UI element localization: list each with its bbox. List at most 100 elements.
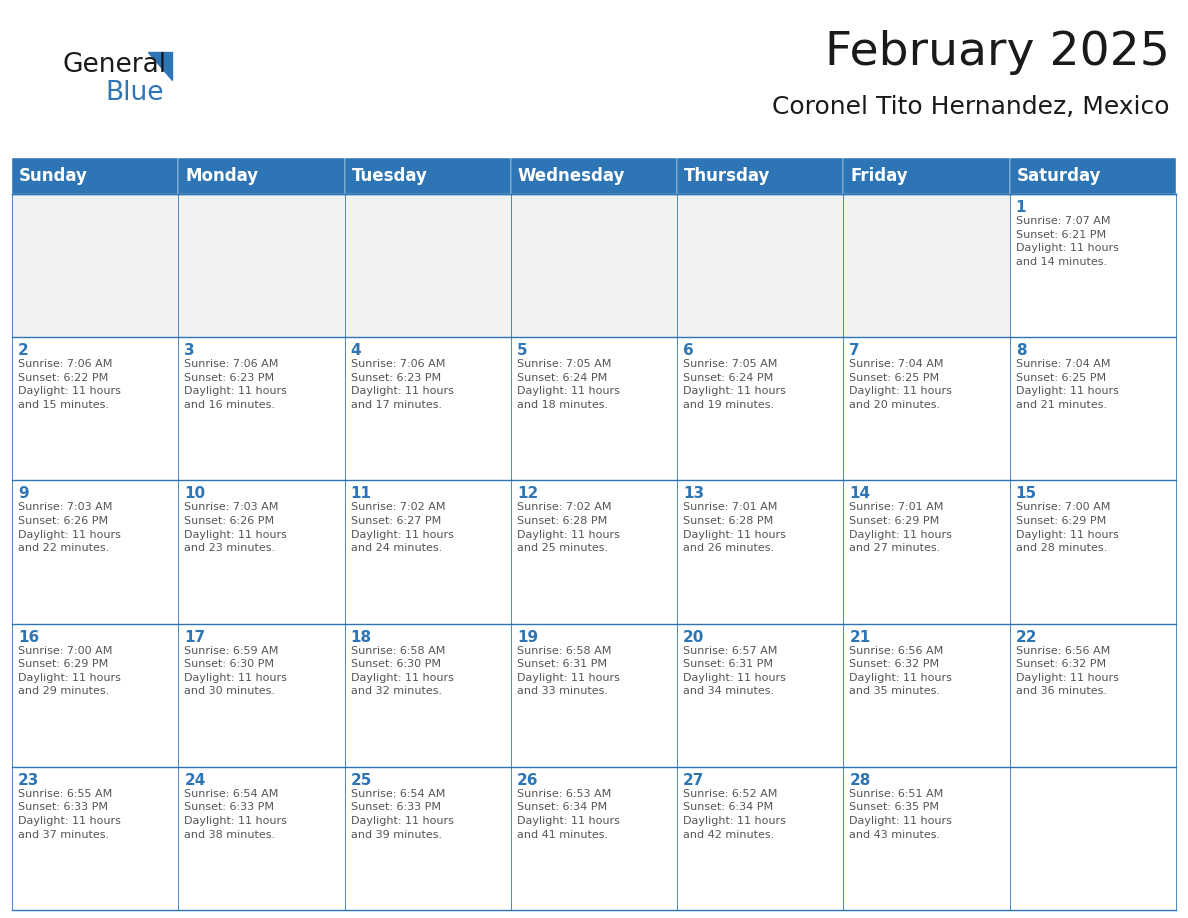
Bar: [178, 623, 345, 767]
Text: 8: 8: [1016, 343, 1026, 358]
Text: Sunrise: 6:56 AM
Sunset: 6:32 PM
Daylight: 11 hours
and 35 minutes.: Sunrise: 6:56 AM Sunset: 6:32 PM Dayligh…: [849, 645, 953, 697]
Text: Sunrise: 7:04 AM
Sunset: 6:25 PM
Daylight: 11 hours
and 21 minutes.: Sunrise: 7:04 AM Sunset: 6:25 PM Dayligh…: [1016, 359, 1119, 410]
Text: Friday: Friday: [851, 167, 908, 185]
Text: Sunrise: 7:00 AM
Sunset: 6:29 PM
Daylight: 11 hours
and 28 minutes.: Sunrise: 7:00 AM Sunset: 6:29 PM Dayligh…: [1016, 502, 1119, 554]
Bar: [843, 767, 1010, 910]
Bar: [511, 158, 677, 194]
Text: 12: 12: [517, 487, 538, 501]
Bar: [677, 767, 843, 910]
Text: Sunday: Sunday: [19, 167, 88, 185]
Bar: [1010, 480, 1176, 623]
Bar: [1010, 337, 1176, 480]
Bar: [511, 480, 677, 623]
Text: 9: 9: [18, 487, 29, 501]
Text: Sunrise: 7:03 AM
Sunset: 6:26 PM
Daylight: 11 hours
and 23 minutes.: Sunrise: 7:03 AM Sunset: 6:26 PM Dayligh…: [184, 502, 287, 554]
Bar: [178, 158, 345, 194]
Text: 23: 23: [18, 773, 39, 788]
Bar: [12, 158, 178, 194]
Text: Monday: Monday: [185, 167, 259, 185]
Bar: [511, 623, 677, 767]
Text: 21: 21: [849, 630, 871, 644]
Text: Sunrise: 6:54 AM
Sunset: 6:33 PM
Daylight: 11 hours
and 39 minutes.: Sunrise: 6:54 AM Sunset: 6:33 PM Dayligh…: [350, 789, 454, 840]
Bar: [677, 158, 843, 194]
Text: 11: 11: [350, 487, 372, 501]
Text: 7: 7: [849, 343, 860, 358]
Text: Sunrise: 7:06 AM
Sunset: 6:23 PM
Daylight: 11 hours
and 16 minutes.: Sunrise: 7:06 AM Sunset: 6:23 PM Dayligh…: [184, 359, 287, 410]
Bar: [12, 337, 178, 480]
Text: Sunrise: 7:07 AM
Sunset: 6:21 PM
Daylight: 11 hours
and 14 minutes.: Sunrise: 7:07 AM Sunset: 6:21 PM Dayligh…: [1016, 216, 1119, 267]
Text: 27: 27: [683, 773, 704, 788]
Text: Thursday: Thursday: [684, 167, 771, 185]
Text: 22: 22: [1016, 630, 1037, 644]
Text: Sunrise: 7:01 AM
Sunset: 6:29 PM
Daylight: 11 hours
and 27 minutes.: Sunrise: 7:01 AM Sunset: 6:29 PM Dayligh…: [849, 502, 953, 554]
Bar: [178, 480, 345, 623]
Text: 28: 28: [849, 773, 871, 788]
Text: Sunrise: 7:04 AM
Sunset: 6:25 PM
Daylight: 11 hours
and 20 minutes.: Sunrise: 7:04 AM Sunset: 6:25 PM Dayligh…: [849, 359, 953, 410]
Bar: [12, 767, 178, 910]
Bar: [677, 480, 843, 623]
Text: Sunrise: 7:06 AM
Sunset: 6:23 PM
Daylight: 11 hours
and 17 minutes.: Sunrise: 7:06 AM Sunset: 6:23 PM Dayligh…: [350, 359, 454, 410]
Text: Sunrise: 7:05 AM
Sunset: 6:24 PM
Daylight: 11 hours
and 19 minutes.: Sunrise: 7:05 AM Sunset: 6:24 PM Dayligh…: [683, 359, 786, 410]
Bar: [345, 480, 511, 623]
Text: 20: 20: [683, 630, 704, 644]
Text: Sunrise: 6:54 AM
Sunset: 6:33 PM
Daylight: 11 hours
and 38 minutes.: Sunrise: 6:54 AM Sunset: 6:33 PM Dayligh…: [184, 789, 287, 840]
Text: 4: 4: [350, 343, 361, 358]
Text: Tuesday: Tuesday: [352, 167, 428, 185]
Bar: [843, 337, 1010, 480]
Text: 16: 16: [18, 630, 39, 644]
Text: Sunrise: 6:58 AM
Sunset: 6:30 PM
Daylight: 11 hours
and 32 minutes.: Sunrise: 6:58 AM Sunset: 6:30 PM Dayligh…: [350, 645, 454, 697]
Text: Sunrise: 6:51 AM
Sunset: 6:35 PM
Daylight: 11 hours
and 43 minutes.: Sunrise: 6:51 AM Sunset: 6:35 PM Dayligh…: [849, 789, 953, 840]
Bar: [677, 337, 843, 480]
Text: Coronel Tito Hernandez, Mexico: Coronel Tito Hernandez, Mexico: [772, 95, 1170, 119]
Bar: [12, 194, 178, 337]
Text: Sunrise: 7:05 AM
Sunset: 6:24 PM
Daylight: 11 hours
and 18 minutes.: Sunrise: 7:05 AM Sunset: 6:24 PM Dayligh…: [517, 359, 620, 410]
Bar: [677, 194, 843, 337]
Text: Sunrise: 7:00 AM
Sunset: 6:29 PM
Daylight: 11 hours
and 29 minutes.: Sunrise: 7:00 AM Sunset: 6:29 PM Dayligh…: [18, 645, 121, 697]
Bar: [511, 194, 677, 337]
Bar: [677, 623, 843, 767]
Text: 3: 3: [184, 343, 195, 358]
Text: 10: 10: [184, 487, 206, 501]
Text: Wednesday: Wednesday: [518, 167, 625, 185]
Text: Sunrise: 7:02 AM
Sunset: 6:28 PM
Daylight: 11 hours
and 25 minutes.: Sunrise: 7:02 AM Sunset: 6:28 PM Dayligh…: [517, 502, 620, 554]
Text: Saturday: Saturday: [1017, 167, 1101, 185]
Bar: [345, 623, 511, 767]
Bar: [178, 194, 345, 337]
Bar: [843, 194, 1010, 337]
Bar: [12, 480, 178, 623]
Text: Sunrise: 7:03 AM
Sunset: 6:26 PM
Daylight: 11 hours
and 22 minutes.: Sunrise: 7:03 AM Sunset: 6:26 PM Dayligh…: [18, 502, 121, 554]
Bar: [843, 480, 1010, 623]
Bar: [345, 158, 511, 194]
Text: Blue: Blue: [105, 80, 164, 106]
Text: 25: 25: [350, 773, 372, 788]
Bar: [511, 767, 677, 910]
Text: Sunrise: 6:58 AM
Sunset: 6:31 PM
Daylight: 11 hours
and 33 minutes.: Sunrise: 6:58 AM Sunset: 6:31 PM Dayligh…: [517, 645, 620, 697]
Text: Sunrise: 6:57 AM
Sunset: 6:31 PM
Daylight: 11 hours
and 34 minutes.: Sunrise: 6:57 AM Sunset: 6:31 PM Dayligh…: [683, 645, 786, 697]
Bar: [843, 158, 1010, 194]
Bar: [345, 194, 511, 337]
Text: 15: 15: [1016, 487, 1037, 501]
Bar: [178, 767, 345, 910]
Text: Sunrise: 7:02 AM
Sunset: 6:27 PM
Daylight: 11 hours
and 24 minutes.: Sunrise: 7:02 AM Sunset: 6:27 PM Dayligh…: [350, 502, 454, 554]
Bar: [511, 337, 677, 480]
Text: 6: 6: [683, 343, 694, 358]
Text: Sunrise: 6:56 AM
Sunset: 6:32 PM
Daylight: 11 hours
and 36 minutes.: Sunrise: 6:56 AM Sunset: 6:32 PM Dayligh…: [1016, 645, 1119, 697]
Text: 19: 19: [517, 630, 538, 644]
Text: 24: 24: [184, 773, 206, 788]
Bar: [178, 337, 345, 480]
Polygon shape: [148, 52, 172, 80]
Bar: [345, 337, 511, 480]
Text: 1: 1: [1016, 200, 1026, 215]
Text: Sunrise: 7:06 AM
Sunset: 6:22 PM
Daylight: 11 hours
and 15 minutes.: Sunrise: 7:06 AM Sunset: 6:22 PM Dayligh…: [18, 359, 121, 410]
Text: 13: 13: [683, 487, 704, 501]
Text: 26: 26: [517, 773, 538, 788]
Bar: [1010, 623, 1176, 767]
Text: Sunrise: 6:52 AM
Sunset: 6:34 PM
Daylight: 11 hours
and 42 minutes.: Sunrise: 6:52 AM Sunset: 6:34 PM Dayligh…: [683, 789, 786, 840]
Bar: [1010, 158, 1176, 194]
Text: 17: 17: [184, 630, 206, 644]
Text: Sunrise: 6:55 AM
Sunset: 6:33 PM
Daylight: 11 hours
and 37 minutes.: Sunrise: 6:55 AM Sunset: 6:33 PM Dayligh…: [18, 789, 121, 840]
Bar: [1010, 767, 1176, 910]
Text: Sunrise: 7:01 AM
Sunset: 6:28 PM
Daylight: 11 hours
and 26 minutes.: Sunrise: 7:01 AM Sunset: 6:28 PM Dayligh…: [683, 502, 786, 554]
Text: 18: 18: [350, 630, 372, 644]
Bar: [12, 623, 178, 767]
